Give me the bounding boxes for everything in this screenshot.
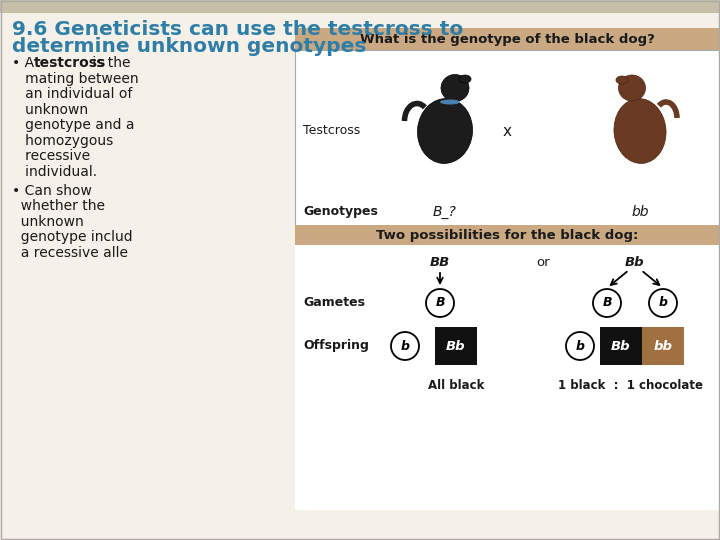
Ellipse shape [418, 98, 472, 164]
Text: 1 black  :  1 chocolate: 1 black : 1 chocolate [557, 379, 703, 392]
Circle shape [426, 289, 454, 317]
Text: 9.6 Geneticists can use the testcross to: 9.6 Geneticists can use the testcross to [12, 20, 463, 39]
Text: • A: • A [12, 56, 38, 70]
Bar [295, 225, 720, 245]
Text: a recessive alle: a recessive alle [12, 246, 128, 260]
Text: Offspring: Offspring [303, 340, 369, 353]
Ellipse shape [459, 75, 471, 83]
Circle shape [391, 332, 419, 360]
Circle shape [593, 289, 621, 317]
Circle shape [649, 289, 677, 317]
Text: Bb: Bb [446, 340, 466, 353]
Text: b: b [575, 340, 585, 353]
Ellipse shape [441, 75, 469, 102]
Text: bb: bb [631, 205, 649, 219]
Text: an individual of: an individual of [12, 87, 132, 101]
Text: What is the genotype of the black dog?: What is the genotype of the black dog? [360, 32, 655, 45]
Text: All black: All black [428, 379, 484, 392]
Text: b: b [400, 340, 410, 353]
Ellipse shape [618, 75, 646, 101]
Text: Bb: Bb [625, 255, 645, 268]
Text: mating between: mating between [12, 71, 139, 85]
Ellipse shape [614, 98, 666, 164]
Circle shape [566, 332, 594, 360]
Text: testcross: testcross [34, 56, 107, 70]
Text: Two possibilities for the black dog:: Two possibilities for the black dog: [377, 228, 639, 241]
Text: unknown: unknown [12, 215, 84, 229]
Text: bb: bb [654, 340, 672, 353]
Bar [295, 28, 720, 50]
Bar [295, 50, 720, 510]
Bar [642, 327, 684, 365]
Text: whether the: whether the [12, 199, 105, 213]
Bar [295, 245, 720, 510]
Text: B: B [602, 296, 612, 309]
Bar [435, 327, 477, 365]
Text: Bb: Bb [611, 340, 631, 353]
Bar [295, 50, 720, 230]
Bar [600, 327, 642, 365]
Bar [0, 0, 720, 13]
Ellipse shape [440, 99, 460, 105]
Text: BB: BB [430, 255, 450, 268]
Text: unknown: unknown [12, 103, 88, 117]
Text: Gametes: Gametes [303, 296, 365, 309]
Text: B_?: B_? [433, 205, 457, 219]
Text: or: or [536, 255, 550, 268]
Text: x: x [503, 124, 512, 138]
Text: genotype includ: genotype includ [12, 231, 132, 245]
Text: Genotypes: Genotypes [303, 206, 378, 219]
Text: is the: is the [88, 56, 130, 70]
Text: homozygous: homozygous [12, 133, 113, 147]
Ellipse shape [616, 76, 628, 84]
Text: B: B [436, 296, 445, 309]
Text: • Can show: • Can show [12, 184, 92, 198]
Text: b: b [659, 296, 667, 309]
Text: Testcross: Testcross [303, 125, 360, 138]
Text: individual.: individual. [12, 165, 97, 179]
Text: determine unknown genotypes: determine unknown genotypes [12, 37, 366, 56]
Text: genotype and a: genotype and a [12, 118, 135, 132]
Text: recessive: recessive [12, 149, 90, 163]
